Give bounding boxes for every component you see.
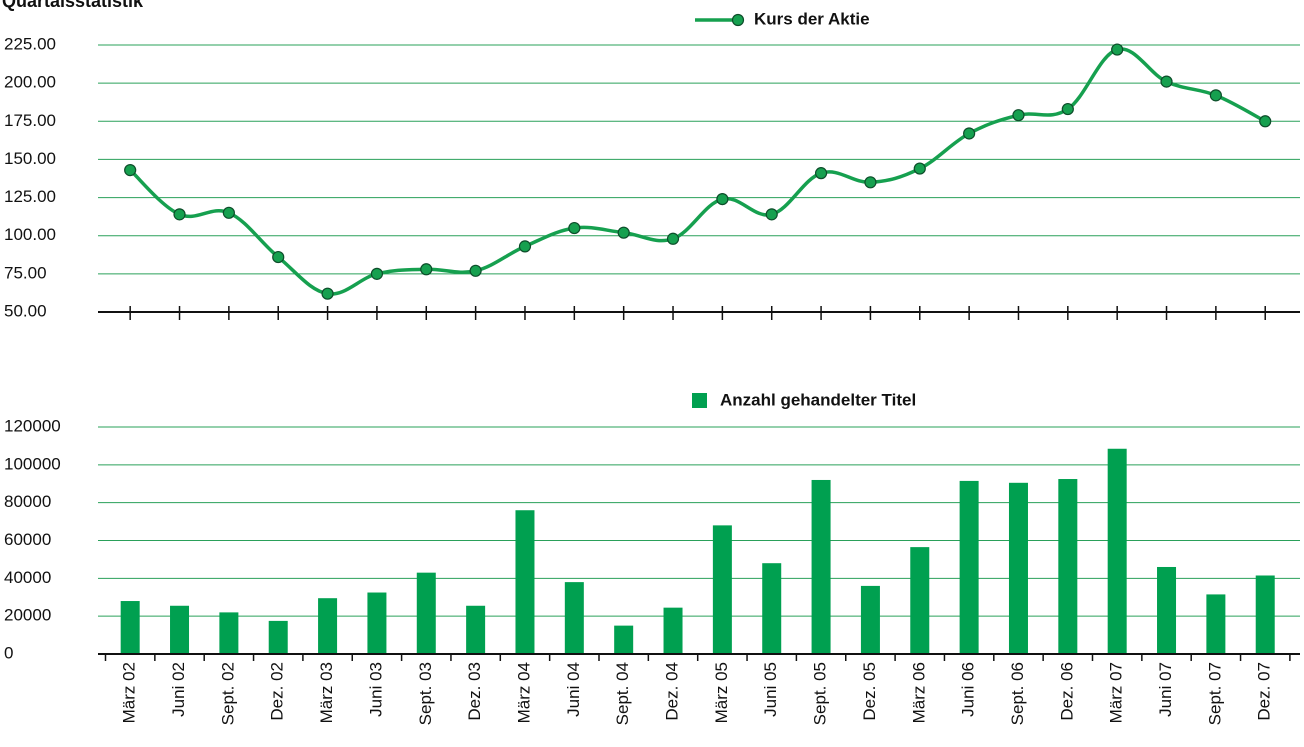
legend-swatch xyxy=(692,393,707,408)
y-tick-label: 60000 xyxy=(4,530,51,549)
bar xyxy=(367,592,387,654)
y-tick-label: 225.00 xyxy=(4,34,56,53)
y-tick-label: 0 xyxy=(4,643,13,662)
marker xyxy=(963,127,976,140)
bar xyxy=(614,625,634,654)
marker xyxy=(420,263,433,276)
x-tick-label: Sept. 02 xyxy=(218,662,237,725)
marker xyxy=(518,240,532,253)
legend-label: Kurs der Aktie xyxy=(754,9,870,28)
x-tick-label: Juni 07 xyxy=(1156,662,1175,717)
bar xyxy=(170,605,190,654)
bar xyxy=(120,601,140,654)
x-tick-label: Dez. 05 xyxy=(860,662,879,721)
marker xyxy=(814,167,828,180)
x-tick-label: Sept. 06 xyxy=(1008,662,1027,725)
bar xyxy=(515,510,535,654)
bar xyxy=(959,480,979,654)
x-tick-label: Dez. 06 xyxy=(1057,662,1076,721)
bar xyxy=(762,563,782,654)
y-tick-label: 120000 xyxy=(4,416,61,435)
bar xyxy=(1255,575,1275,654)
marker xyxy=(272,250,285,264)
bar xyxy=(1107,448,1127,654)
marker xyxy=(124,164,137,177)
x-tick-label: Sept. 03 xyxy=(416,662,435,725)
marker xyxy=(1209,89,1222,102)
x-tick-label: März 03 xyxy=(317,662,336,723)
bar xyxy=(910,547,930,654)
marker xyxy=(617,226,630,239)
bar xyxy=(318,598,338,654)
marker xyxy=(1061,102,1074,116)
y-tick-label: 100.00 xyxy=(4,225,56,244)
x-tick-label: Juni 02 xyxy=(169,662,188,717)
marker xyxy=(666,232,680,245)
x-tick-label: Juni 06 xyxy=(959,662,978,717)
bar xyxy=(466,605,486,654)
x-tick-label: Dez. 03 xyxy=(465,662,484,721)
marker xyxy=(1012,109,1025,122)
bar xyxy=(1058,479,1078,654)
bar xyxy=(663,607,683,654)
marker xyxy=(173,208,186,221)
marker xyxy=(913,162,926,175)
marker xyxy=(716,192,729,206)
marker xyxy=(321,287,334,300)
legend-label: Anzahl gehandelter Titel xyxy=(720,390,916,409)
legend-marker xyxy=(731,13,745,27)
y-tick-label: 175.00 xyxy=(4,111,56,130)
x-tick-label: Juni 03 xyxy=(366,662,385,717)
marker xyxy=(222,206,235,219)
bar xyxy=(1008,482,1028,654)
y-tick-label: 80000 xyxy=(4,492,51,511)
x-tick-label: Sept. 04 xyxy=(613,662,632,725)
bar xyxy=(1157,566,1177,654)
y-tick-label: 75.00 xyxy=(4,263,47,282)
y-tick-label: 200.00 xyxy=(4,73,56,92)
bar xyxy=(416,572,436,654)
y-tick-label: 20000 xyxy=(4,606,51,625)
bar xyxy=(1206,594,1226,654)
x-tick-label: Dez. 02 xyxy=(268,662,287,721)
marker xyxy=(469,264,482,277)
line xyxy=(128,47,1267,296)
marker xyxy=(1160,75,1173,88)
bar xyxy=(811,479,831,654)
x-tick-label: März 07 xyxy=(1107,662,1126,723)
marker xyxy=(370,267,384,280)
bar xyxy=(712,525,732,654)
marker xyxy=(765,208,778,221)
chart-title: Quartalsstatistik xyxy=(2,0,144,11)
marker xyxy=(864,176,877,189)
marker xyxy=(568,221,581,235)
y-tick-label: 125.00 xyxy=(4,187,56,206)
x-tick-label: Dez. 04 xyxy=(663,662,682,721)
x-tick-label: März 06 xyxy=(909,662,928,723)
marker xyxy=(1259,115,1272,128)
x-tick-label: Juni 05 xyxy=(761,662,780,717)
x-tick-label: Sept. 05 xyxy=(811,662,830,725)
x-tick-label: Dez. 07 xyxy=(1255,662,1274,721)
y-tick-label: 50.00 xyxy=(4,301,47,320)
bar xyxy=(268,620,288,654)
bar xyxy=(564,582,584,654)
y-tick-label: 150.00 xyxy=(4,149,56,168)
x-tick-label: März 04 xyxy=(514,662,533,723)
x-tick-label: März 02 xyxy=(120,662,139,723)
y-tick-label: 100000 xyxy=(4,454,61,473)
x-tick-label: März 05 xyxy=(712,662,731,723)
x-tick-label: Juni 04 xyxy=(564,662,583,717)
bar xyxy=(860,585,880,654)
bar xyxy=(219,612,239,654)
x-tick-label: Sept. 07 xyxy=(1205,662,1224,725)
marker xyxy=(1111,43,1124,56)
y-tick-label: 40000 xyxy=(4,568,51,587)
